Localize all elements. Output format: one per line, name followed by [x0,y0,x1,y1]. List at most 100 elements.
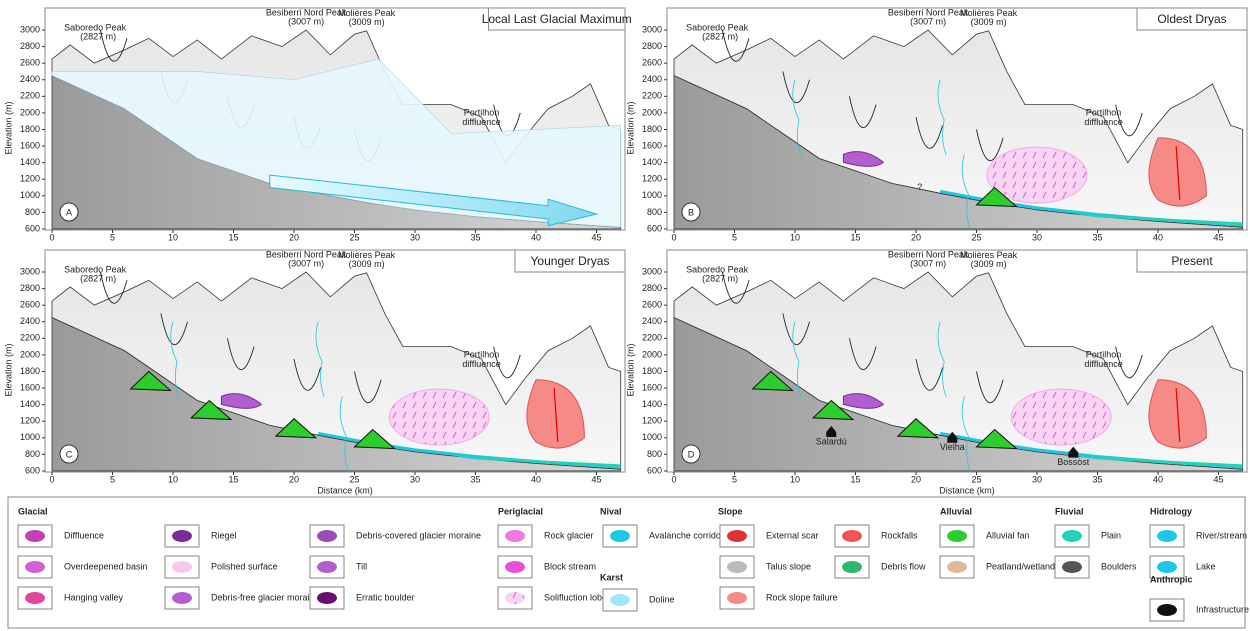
diffluence-label: Portilhon [1086,107,1122,117]
diffluence-label: Portilhon [1086,349,1122,359]
y-tick-label: 600 [25,465,40,475]
y-tick-label: 2000 [20,349,40,359]
y-tick-label: 1800 [642,124,662,134]
panel-title: Local Last Glacial Maximum [482,12,632,26]
x-tick-label: 10 [790,232,800,242]
x-tick-label: 40 [1153,232,1163,242]
legend-icon [505,592,525,604]
x-tick-label: 20 [911,232,921,242]
x-tick-label: 5 [732,232,737,242]
legend-label: Polished surface [211,561,278,571]
peak-height: (2827 m) [702,31,738,41]
panel-letter: C [66,449,73,459]
legend-icon [947,561,967,573]
legend-icon [505,561,525,573]
peak-height: (3009 m) [349,259,385,269]
y-tick-label: 2400 [642,74,662,84]
legend-icon [172,561,192,573]
diffluence-label: Portilhon [464,349,500,359]
y-tick-label: 2600 [642,300,662,310]
legend-label: Overdeepened basin [64,561,148,571]
legend-icon [842,561,862,573]
y-tick-label: 1600 [642,140,662,150]
legend-icon [727,592,747,604]
legend-icon [1062,530,1082,542]
x-tick-label: 35 [470,232,480,242]
y-tick-label: 3000 [642,266,662,276]
y-tick-label: 800 [647,449,662,459]
legend-label: Doline [649,594,675,604]
legend-label: Hanging valley [64,592,124,602]
x-tick-label: 30 [410,232,420,242]
panel-title: Younger Dryas [531,254,610,268]
legend-icon [610,594,630,606]
x-tick-label: 30 [410,474,420,484]
peak-height: (3009 m) [971,17,1007,27]
peak-height: (3009 m) [971,259,1007,269]
legend-heading: Alluvial [940,506,972,516]
legend-heading: Fluvial [1055,506,1084,516]
legend-label: Till [356,561,367,571]
place-label: Salardú [816,436,847,446]
y-axis-label: Elevation (m) [625,343,635,396]
x-tick-label: 20 [289,474,299,484]
panel-title: Oldest Dryas [1157,12,1226,26]
y-tick-label: 2600 [20,300,40,310]
panel-letter: A [66,207,72,217]
x-tick-label: 5 [110,232,115,242]
peak-height: (3007 m) [910,16,946,26]
peak-height: (3007 m) [288,258,324,268]
y-tick-label: 1200 [20,416,40,426]
x-tick-label: 40 [531,474,541,484]
legend-label: Block stream [544,561,596,571]
x-tick-label: 10 [168,474,178,484]
x-tick-label: 20 [911,474,921,484]
y-tick-label: 2200 [642,333,662,343]
x-tick-label: 15 [850,232,860,242]
peak-height: (3009 m) [349,17,385,27]
x-tick-label: 15 [228,232,238,242]
legend-label: Debris-covered glacier moraine [356,530,481,540]
legend-icon [842,530,862,542]
legend-label: Diffluence [64,530,104,540]
legend-label: Debris-free glacier moraine [211,592,320,602]
legend-label: Riegel [211,530,237,540]
peak-height: (2827 m) [80,273,116,283]
panel-letter: D [688,449,695,459]
y-tick-label: 3000 [20,24,40,34]
legend-icon [25,530,45,542]
place-label: Bossòst [1057,457,1090,467]
legend-icon [610,530,630,542]
x-tick-label: 15 [228,474,238,484]
x-tick-label: 45 [1213,474,1223,484]
y-tick-label: 2600 [20,58,40,68]
y-tick-label: 1800 [20,124,40,134]
x-tick-label: 10 [168,232,178,242]
y-tick-label: 1200 [642,174,662,184]
x-tick-label: 25 [971,474,981,484]
x-axis-label: Distance (km) [939,485,995,495]
legend-heading: Anthropic [1150,574,1193,584]
x-tick-label: 0 [49,474,54,484]
figure: Local Last Glacial MaximumASaboredo Peak… [0,0,1250,631]
x-tick-label: 25 [349,232,359,242]
y-tick-label: 1000 [642,432,662,442]
legend-label: External scar [766,530,819,540]
legend-icon [317,561,337,573]
y-tick-label: 1800 [20,366,40,376]
peak-height: (2827 m) [80,31,116,41]
x-axis-label: Distance (km) [317,485,373,495]
legend-label: Solifluction lobes [544,592,612,602]
y-tick-label: 1400 [20,399,40,409]
y-tick-label: 1000 [20,190,40,200]
legend-label: Rockfalls [881,530,918,540]
x-tick-label: 45 [591,474,601,484]
x-tick-label: 0 [671,474,676,484]
legend-icon [727,561,747,573]
y-axis-label: Elevation (m) [3,101,13,154]
legend-label: Talus slope [766,561,811,571]
y-tick-label: 2400 [20,316,40,326]
y-tick-label: 800 [647,207,662,217]
y-tick-label: 800 [25,449,40,459]
y-tick-label: 2800 [642,283,662,293]
